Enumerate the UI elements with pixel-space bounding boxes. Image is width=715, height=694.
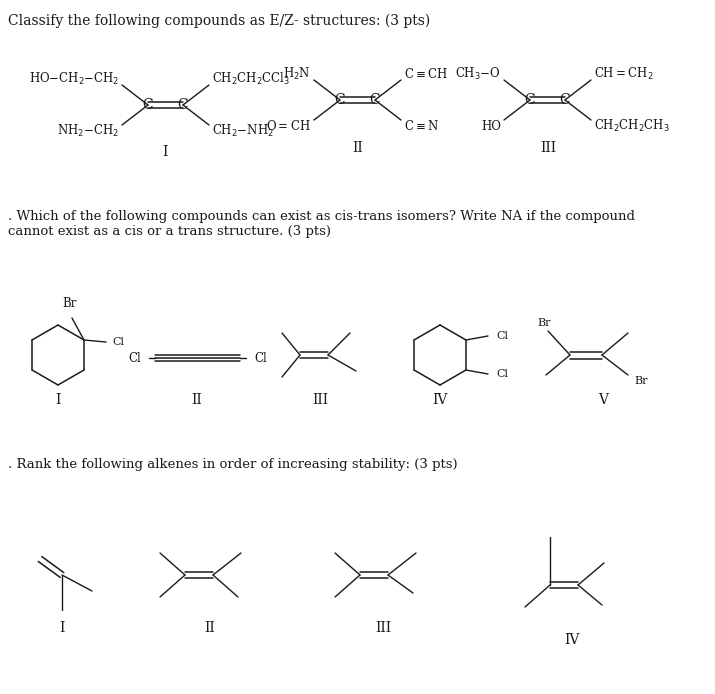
Text: Cl: Cl xyxy=(496,369,508,379)
Text: CH$=$CH$_2$: CH$=$CH$_2$ xyxy=(594,66,654,82)
Text: Br: Br xyxy=(634,376,648,386)
Text: III: III xyxy=(540,141,556,155)
Text: . Which of the following compounds can exist as cis-trans isomers? Write NA if t: . Which of the following compounds can e… xyxy=(8,210,635,238)
Text: Br: Br xyxy=(63,297,77,310)
Text: H$_2$N: H$_2$N xyxy=(283,66,311,82)
Text: IV: IV xyxy=(433,393,448,407)
Text: IV: IV xyxy=(564,633,580,647)
Text: C$\equiv$CH: C$\equiv$CH xyxy=(404,67,448,81)
Text: C: C xyxy=(178,98,188,112)
Text: I: I xyxy=(59,621,64,635)
Text: C: C xyxy=(560,93,571,107)
Text: . Rank the following alkenes in order of increasing stability: (3 pts): . Rank the following alkenes in order of… xyxy=(8,458,458,471)
Text: CH$_2$CH$_2$CCl$_3$: CH$_2$CH$_2$CCl$_3$ xyxy=(212,71,290,87)
Text: CH$_3$$-$O: CH$_3$$-$O xyxy=(455,66,501,82)
Text: I: I xyxy=(55,393,61,407)
Text: III: III xyxy=(312,393,328,407)
Text: V: V xyxy=(598,393,608,407)
Text: Cl: Cl xyxy=(128,351,141,364)
Text: C: C xyxy=(370,93,380,107)
Text: CH$_2$$-$NH$_2$: CH$_2$$-$NH$_2$ xyxy=(212,123,274,139)
Text: II: II xyxy=(352,141,363,155)
Text: Classify the following compounds as E/Z- structures: (3 pts): Classify the following compounds as E/Z-… xyxy=(8,14,430,28)
Text: O$=$CH: O$=$CH xyxy=(267,119,311,133)
Text: HO$-$CH$_2$$-$CH$_2$: HO$-$CH$_2$$-$CH$_2$ xyxy=(29,71,119,87)
Text: Cl: Cl xyxy=(496,331,508,341)
Text: C: C xyxy=(143,98,153,112)
Text: II: II xyxy=(192,393,202,407)
Text: C$\equiv$N: C$\equiv$N xyxy=(404,119,439,133)
Text: C: C xyxy=(335,93,345,107)
Text: C: C xyxy=(525,93,536,107)
Text: Cl: Cl xyxy=(112,337,124,347)
Text: I: I xyxy=(162,145,168,159)
Text: NH$_2$$-$CH$_2$: NH$_2$$-$CH$_2$ xyxy=(57,123,119,139)
Text: HO: HO xyxy=(481,119,501,133)
Text: II: II xyxy=(204,621,215,635)
Text: Cl: Cl xyxy=(254,351,267,364)
Text: Br: Br xyxy=(537,318,551,328)
Text: CH$_2$CH$_2$CH$_3$: CH$_2$CH$_2$CH$_3$ xyxy=(594,118,670,134)
Text: III: III xyxy=(375,621,391,635)
